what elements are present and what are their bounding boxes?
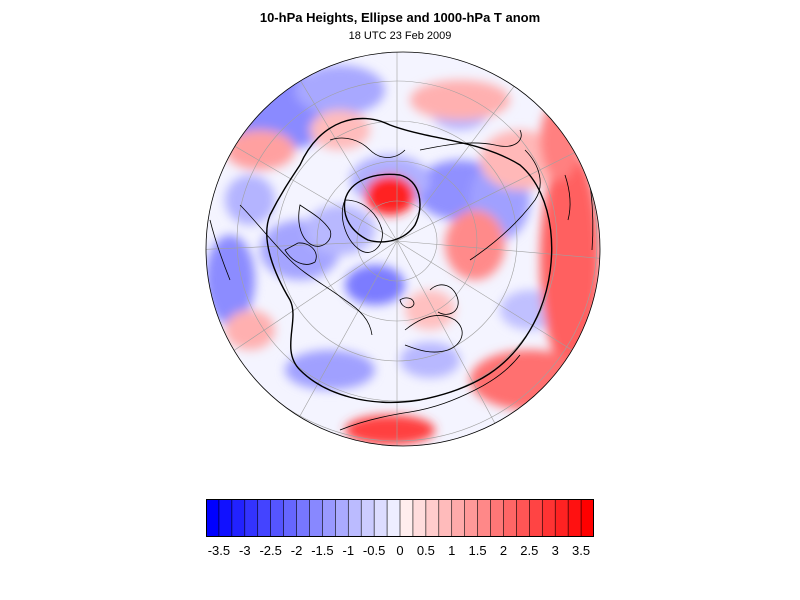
- colorbar-swatch: [529, 499, 543, 537]
- colorbar-swatch: [360, 499, 375, 537]
- colorbar-swatch: [347, 499, 362, 537]
- colorbar-swatch: [412, 499, 427, 537]
- colorbar-tick-label: 1: [448, 543, 456, 558]
- colorbar-swatch: [567, 499, 582, 537]
- colorbar: [206, 499, 594, 537]
- inner-height-contour: [343, 173, 421, 243]
- height-contours: [266, 117, 553, 403]
- colorbar-tick-label: -2: [290, 543, 303, 558]
- coast-iceland: [399, 297, 415, 309]
- cold-anomaly-patch: [285, 350, 375, 390]
- colorbar-swatch: [425, 499, 440, 537]
- colorbar-swatch: [335, 499, 349, 537]
- colorbar-tick-label: -0.5: [362, 543, 386, 558]
- colorbar-swatch: [386, 499, 401, 537]
- colorbar-tick-label: 2.5: [520, 543, 539, 558]
- colorbar-labels: -3.5 -3 -2.5 -2 -1.5 -1 -0.5 0 0.5 1 1.5 2 2.5 3 3.5: [0, 543, 800, 563]
- colorbar-swatch: [554, 499, 569, 537]
- colorbar-border: [206, 499, 594, 537]
- colorbar-tick-label: -2.5: [259, 543, 282, 558]
- colorbar-tick-label: -1: [342, 543, 355, 558]
- coast-siberia: [419, 129, 522, 151]
- colorbar-swatch: [270, 499, 285, 537]
- colorbar-swatch: [464, 499, 479, 537]
- coast-japan: [564, 174, 571, 221]
- colorbar-tick-label: -3: [239, 543, 251, 558]
- colorbar-swatch: [373, 499, 388, 537]
- colorbar-swatch: [244, 499, 259, 537]
- warm-anomaly-patch: [365, 175, 415, 215]
- coastlines: [209, 129, 594, 431]
- colorbar-swatch: [580, 499, 594, 537]
- colorbar-swatch: [477, 499, 492, 537]
- warm-anomaly-patch: [225, 310, 275, 350]
- coast-north-america: [239, 204, 373, 336]
- coast-asia: [469, 149, 541, 261]
- coast-greenland: [341, 199, 383, 253]
- coast-baja: [209, 219, 231, 281]
- warm-anomaly-patch: [480, 130, 560, 190]
- colorbar-tick-label: 0.5: [416, 543, 435, 558]
- cold-anomaly-patch: [305, 205, 375, 255]
- colorbar-swatch: [231, 499, 246, 537]
- colorbar-swatch: [399, 499, 414, 537]
- coast-canadian-archipelago: [298, 204, 332, 247]
- colorbar-tick-label: -3.5: [207, 543, 231, 558]
- cold-anomaly-patch: [295, 65, 385, 115]
- colorbar-tick-label: -1.5: [311, 543, 334, 558]
- warm-anomaly-patch: [410, 80, 510, 120]
- outer-height-contour: [266, 117, 553, 403]
- colorbar-swatch: [516, 499, 530, 537]
- coast-africa: [339, 354, 521, 431]
- warm-anomaly-patch: [310, 110, 370, 150]
- colorbar-swatch: [206, 499, 220, 537]
- colorbar-swatch: [451, 499, 466, 537]
- warm-anomaly-patch: [470, 350, 590, 410]
- colorbar-tick-label: 3: [551, 543, 559, 558]
- warm-anomaly-patch: [445, 210, 505, 280]
- colorbar-tick-label: 1.5: [468, 543, 487, 558]
- colorbar-swatch: [322, 499, 336, 537]
- coast-alaska: [329, 137, 406, 158]
- warm-anomaly-patch: [345, 415, 435, 445]
- colorbar-swatch: [218, 499, 233, 537]
- warm-anomaly-patch: [540, 150, 600, 370]
- coast-europe: [404, 315, 463, 353]
- colorbar-tick-label: 3.5: [572, 543, 591, 558]
- colorbar-swatch: [309, 499, 324, 537]
- warm-anomaly-patch: [540, 100, 580, 180]
- colorbar-tick-label: 2: [499, 543, 508, 558]
- cold-anomaly-patch: [400, 342, 460, 378]
- globe-outline: [205, 51, 601, 447]
- colorbar-swatch: [257, 499, 272, 537]
- colorbar-swatch: [438, 499, 453, 537]
- coast-scandinavia: [429, 284, 459, 315]
- colorbar-swatch: [541, 499, 556, 537]
- cold-anomaly-patch: [225, 175, 275, 225]
- colorbar-swatch: [296, 499, 311, 537]
- colorbar-swatch: [283, 499, 298, 537]
- warm-anomaly-patch: [405, 290, 455, 330]
- colorbar-swatch: [490, 499, 505, 537]
- cold-anomaly-patch: [345, 265, 405, 305]
- warm-anomaly-patch: [225, 130, 295, 170]
- colorbar-swatch: [503, 499, 518, 537]
- map-subtitle: 18 UTC 23 Feb 2009: [348, 30, 452, 42]
- coast-hudson-bay: [284, 242, 317, 265]
- temperature-anomaly-field: [206, 65, 600, 445]
- map-title: 10-hPa Heights, Ellipse and 1000-hPa T a…: [259, 10, 541, 25]
- colorbar-tick-label: 0: [396, 543, 404, 558]
